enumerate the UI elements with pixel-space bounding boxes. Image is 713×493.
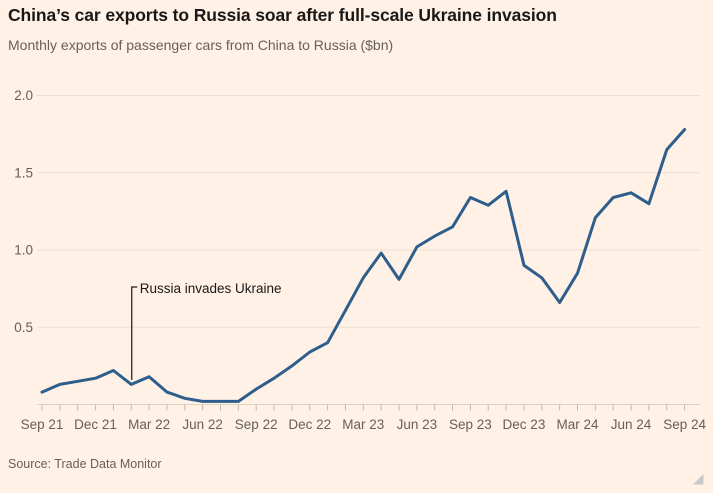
- chart-subtitle: Monthly exports of passenger cars from C…: [8, 37, 394, 53]
- annotation-label: Russia invades Ukraine: [140, 281, 282, 296]
- x-axis-label: Dec 21: [74, 417, 117, 432]
- x-axis-label: Sep 23: [449, 417, 492, 432]
- y-axis-label: 1.0: [14, 243, 33, 258]
- x-axis-label: Sep 22: [235, 417, 278, 432]
- x-axis-label: Mar 24: [556, 417, 599, 432]
- y-axis-label: 0.5: [14, 320, 33, 335]
- x-axis-label: Dec 23: [503, 417, 546, 432]
- resize-handle-icon[interactable]: [693, 474, 704, 485]
- x-axis-label: Sep 21: [21, 417, 64, 432]
- data-line: [40, 128, 687, 403]
- chart-title: China’s car exports to Russia soar after…: [8, 5, 557, 25]
- x-axis-label: Dec 22: [288, 417, 331, 432]
- y-axis-label: 1.5: [14, 165, 33, 180]
- y-axis-label: 2.0: [14, 88, 33, 103]
- x-axis-label: Jun 22: [182, 417, 223, 432]
- x-axis-label: Jun 23: [397, 417, 438, 432]
- source-label: Source: Trade Data Monitor: [8, 457, 162, 471]
- x-axis-label: Sep 24: [663, 417, 706, 432]
- annotation-leader-line: [131, 286, 138, 380]
- x-axis-label: Mar 23: [342, 417, 384, 432]
- x-axis-label: Mar 22: [128, 417, 170, 432]
- x-axis-label: Jun 24: [611, 417, 652, 432]
